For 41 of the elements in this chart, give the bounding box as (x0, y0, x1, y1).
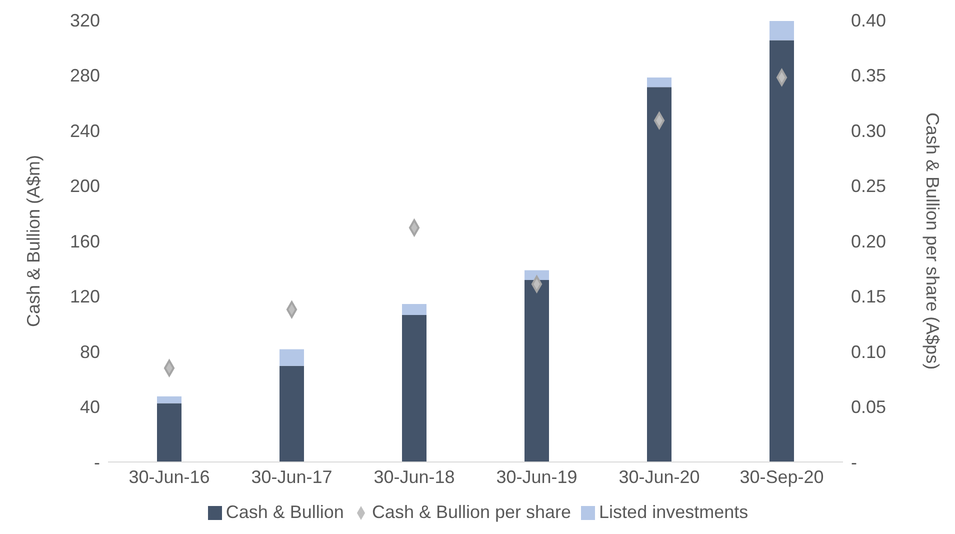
y-tick-label: 320 (70, 10, 100, 30)
bar (157, 403, 182, 462)
y-axis-title: Cash & Bullion (A$m) (23, 154, 44, 328)
legend-label: Cash & Bullion per share (372, 502, 572, 522)
bar (157, 396, 182, 404)
bar (524, 270, 549, 280)
bar (402, 315, 426, 462)
bar (524, 280, 549, 462)
y2-tick-label: 0.05 (851, 397, 886, 418)
x-tick-label: 30-Sep-20 (740, 466, 824, 487)
y2-tick-label: 0.25 (851, 176, 886, 196)
x-tick-label: 30-Jun-16 (128, 466, 210, 487)
bar (770, 20, 794, 40)
bar (647, 87, 672, 462)
legend-label: Cash & Bullion (226, 502, 344, 522)
y-tick-label: 200 (70, 176, 100, 196)
bar (402, 304, 426, 316)
x-tick-label: 30-Jun-20 (618, 466, 700, 487)
y2-tick-label: 0.10 (851, 342, 886, 362)
y-tick-label: 80 (80, 342, 100, 362)
y2-tick-label: - (851, 452, 857, 472)
x-tick-label: 30-Jun-19 (496, 466, 578, 487)
y2-axis-title: Cash & Bullion per share (A$ps) (922, 112, 943, 370)
y2-tick-label: 0.35 (851, 66, 886, 86)
bar (280, 366, 304, 462)
bar (647, 77, 672, 88)
y2-tick-label: 0.40 (851, 10, 886, 30)
y2-tick-label: 0.15 (851, 286, 886, 307)
y2-tick-label: 0.20 (851, 231, 886, 252)
bar (280, 349, 304, 366)
x-tick-label: 30-Jun-17 (251, 466, 332, 487)
y-tick-label: 40 (80, 397, 100, 418)
bar (770, 40, 794, 462)
y-tick-label: 160 (70, 231, 100, 252)
y2-tick-label: 0.30 (851, 120, 886, 141)
y-tick-label: - (94, 452, 100, 472)
y-tick-label: 240 (70, 120, 100, 141)
y-tick-label: 280 (70, 66, 100, 86)
y-tick-label: 120 (70, 286, 100, 307)
x-tick-label: 30-Jun-18 (374, 466, 455, 487)
legend-label: Listed investments (599, 502, 748, 522)
